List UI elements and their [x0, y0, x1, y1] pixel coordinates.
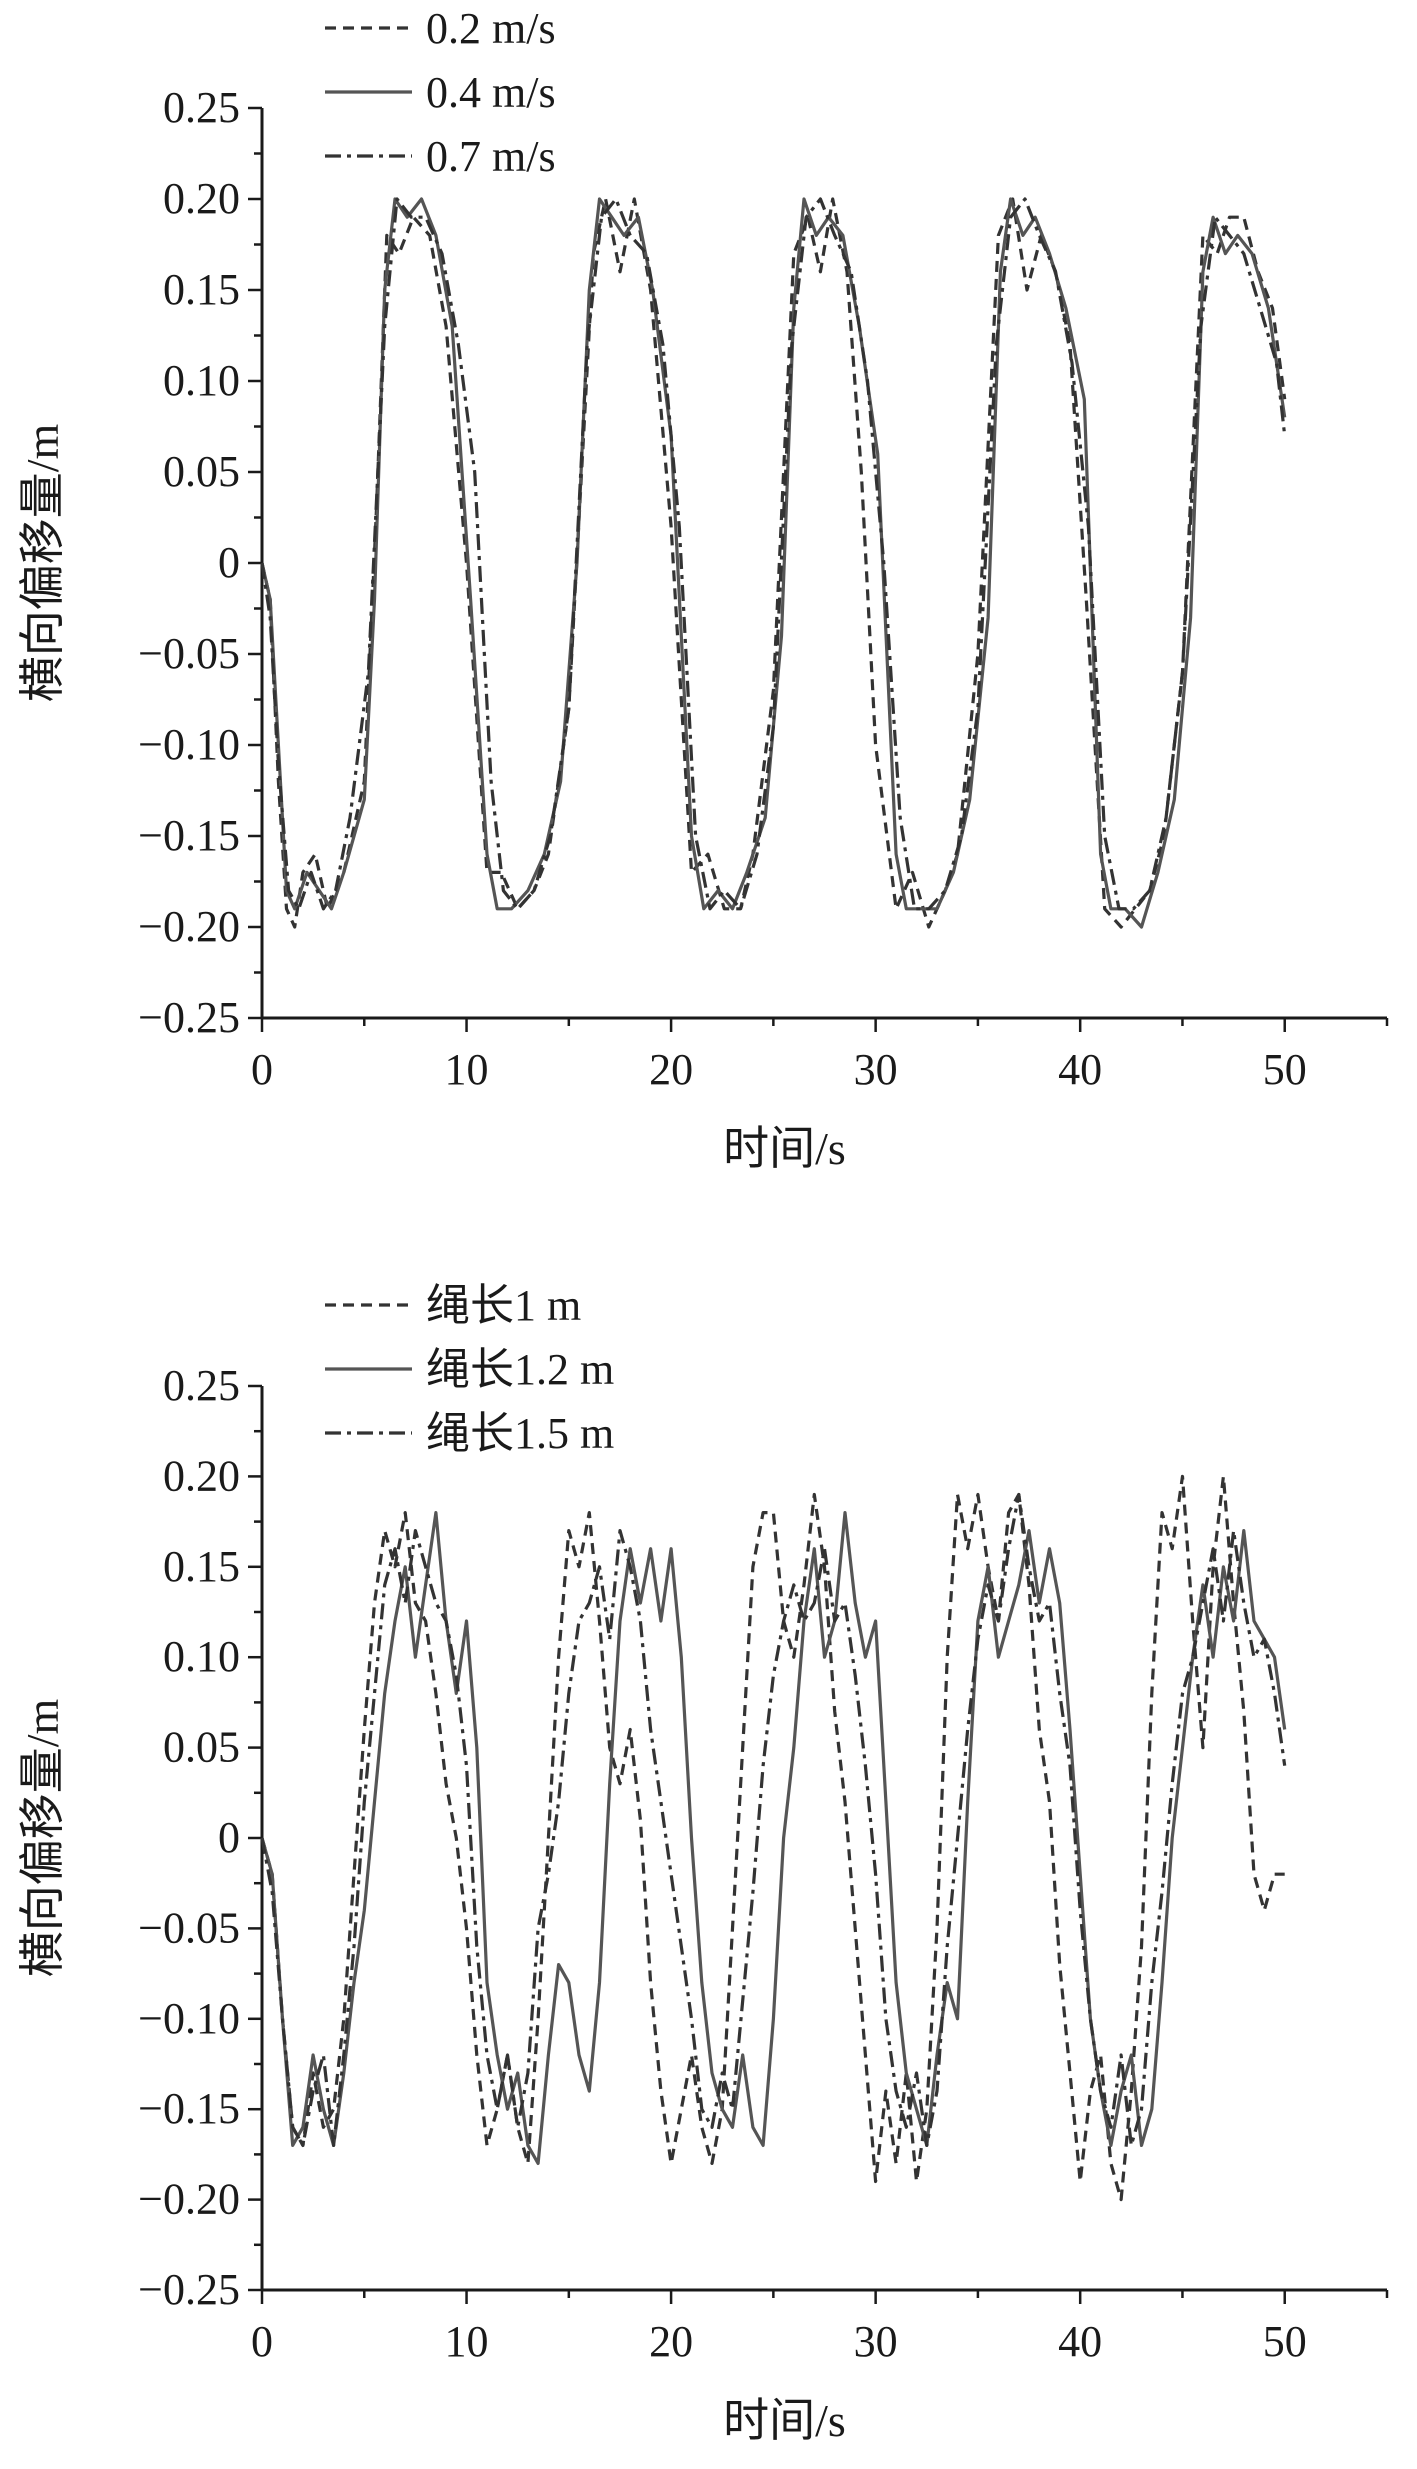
x-axis-title: 时间/s: [723, 1123, 846, 1174]
y-tick-label: 0.05: [163, 1723, 240, 1772]
y-tick-label: −0.15: [138, 811, 240, 860]
x-tick-label: 50: [1263, 2317, 1307, 2366]
legend-label: 绳长1 m: [426, 1281, 581, 1330]
y-tick-label: 0: [218, 1813, 240, 1862]
y-tick-label: 0.15: [163, 265, 240, 314]
chart-panel-1: 0.25 0.20 0.15 0.10 0.05 0 −0.05 −0.10 −0.15 −0.2…: [17, 4, 1389, 1174]
series-line-1: [260, 1474, 1285, 2202]
y-tick-label: 0.20: [163, 174, 240, 223]
x-tick-label: 10: [445, 1045, 489, 1094]
y-tick-label: −0.10: [138, 720, 240, 769]
y-tick-label: −0.20: [138, 902, 240, 951]
y-tick-label: 0: [218, 538, 240, 587]
x-tick-label: 40: [1058, 2317, 1102, 2366]
y-tick-label: 0.15: [163, 1542, 240, 1591]
x-tick-label: 30: [854, 1045, 898, 1094]
y-tick-label: −0.05: [138, 629, 240, 678]
y-tick-label: 0.25: [163, 83, 240, 132]
series-line-2: [260, 1510, 1287, 2165]
y-tick-label: 0.05: [163, 447, 240, 496]
legend-label: 绳长1.2 m: [426, 1345, 614, 1394]
legend-label: 绳长1.5 m: [426, 1409, 614, 1458]
y-tick-label: −0.15: [138, 2084, 240, 2133]
y-axis-title: 横向偏移量/m: [17, 1699, 68, 1978]
legend: 绳长1 m 绳长1.2 m 绳长1.5 m: [325, 1281, 614, 1458]
y-tick-label: 0.10: [163, 1632, 240, 1681]
y-tick-label: −0.05: [138, 1903, 240, 1952]
y-tick-label: −0.20: [138, 2175, 240, 2224]
chart-panel-2: 0.25 0.20 0.15 0.10 0.05 0 −0.05 −0.10 −0.15 −0.2…: [17, 1281, 1389, 2446]
y-tick-label: −0.10: [138, 1994, 240, 2043]
legend-label: 0.2 m/s: [426, 4, 556, 53]
x-tick-label: 0: [251, 2317, 273, 2366]
y-tick-label: −0.25: [138, 993, 240, 1042]
y-tick-label: 0.10: [163, 356, 240, 405]
x-tick-label: 20: [649, 2317, 693, 2366]
x-tick-label: 0: [251, 1045, 273, 1094]
x-tick-label: 20: [649, 1045, 693, 1094]
series-line-2: [260, 197, 1287, 929]
y-tick-label: 0.25: [163, 1361, 240, 1410]
y-axis-title: 横向偏移量/m: [17, 424, 68, 703]
y-tick-label: −0.25: [138, 2265, 240, 2314]
legend-label: 0.7 m/s: [426, 132, 556, 181]
series-line-3: [260, 1492, 1287, 2147]
y-tick-label: 0.20: [163, 1451, 240, 1500]
x-tick-label: 10: [445, 2317, 489, 2366]
x-axis-title: 时间/s: [723, 2395, 846, 2446]
series-line-3: [260, 197, 1287, 911]
x-tick-label: 50: [1263, 1045, 1307, 1094]
legend: 0.2 m/s 0.4 m/s 0.7 m/s: [325, 4, 556, 181]
legend-label: 0.4 m/s: [426, 68, 556, 117]
x-tick-label: 40: [1058, 1045, 1102, 1094]
series-line-1: [260, 197, 1287, 929]
x-tick-label: 30: [854, 2317, 898, 2366]
